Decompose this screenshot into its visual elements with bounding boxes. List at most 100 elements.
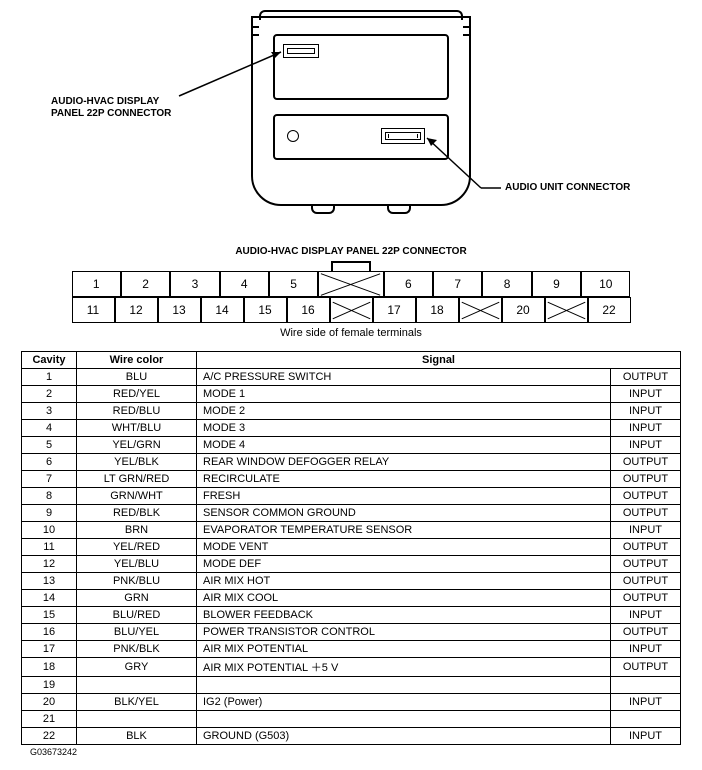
cell-cavity: 15 [22, 607, 77, 624]
cell-direction: INPUT [611, 386, 681, 403]
cell-cavity: 22 [22, 728, 77, 745]
cell-wire: BRN [77, 522, 197, 539]
pin-cell: 17 [373, 297, 416, 323]
table-row: 16BLU/YELPOWER TRANSISTOR CONTROLOUTPUT [22, 624, 681, 641]
cell-wire [77, 677, 197, 694]
cell-direction: OUTPUT [611, 471, 681, 488]
cell-signal: REAR WINDOW DEFOGGER RELAY [197, 454, 611, 471]
cell-direction: INPUT [611, 694, 681, 711]
cell-signal: AIR MIX HOT [197, 573, 611, 590]
pin-cell [545, 297, 588, 323]
cell-cavity: 4 [22, 420, 77, 437]
pin-cell: 7 [433, 271, 482, 297]
cell-cavity: 5 [22, 437, 77, 454]
pin-cell: 12 [115, 297, 158, 323]
cell-cavity: 16 [22, 624, 77, 641]
pin-cell: 1 [72, 271, 121, 297]
cell-signal: AIR MIX POTENTIAL [197, 641, 611, 658]
table-row: 9RED/BLKSENSOR COMMON GROUNDOUTPUT [22, 505, 681, 522]
pin-cell: 10 [581, 271, 630, 297]
table-row: 13PNK/BLUAIR MIX HOTOUTPUT [22, 573, 681, 590]
cell-cavity: 9 [22, 505, 77, 522]
cell-signal: POWER TRANSISTOR CONTROL [197, 624, 611, 641]
table-row: 7LT GRN/REDRECIRCULATEOUTPUT [22, 471, 681, 488]
cell-signal [197, 711, 611, 728]
cell-direction: INPUT [611, 522, 681, 539]
cell-cavity: 11 [22, 539, 77, 556]
table-row: 11YEL/REDMODE VENTOUTPUT [22, 539, 681, 556]
cell-signal: EVAPORATOR TEMPERATURE SENSOR [197, 522, 611, 539]
th-cavity: Cavity [22, 352, 77, 369]
cell-cavity: 7 [22, 471, 77, 488]
cell-cavity: 20 [22, 694, 77, 711]
cell-wire: BLU [77, 369, 197, 386]
cell-cavity: 2 [22, 386, 77, 403]
cell-direction: INPUT [611, 437, 681, 454]
cell-wire: RED/BLU [77, 403, 197, 420]
cell-signal: GROUND (G503) [197, 728, 611, 745]
cell-direction: OUTPUT [611, 556, 681, 573]
panel-schematic: AUDIO-HVAC DISPLAY PANEL 22P CONNECTOR A… [11, 10, 691, 240]
table-row: 18GRYAIR MIX POTENTIAL ＋5 VOUTPUT [22, 658, 681, 677]
cell-cavity: 13 [22, 573, 77, 590]
pin-cell: 4 [220, 271, 269, 297]
arrow-lines [11, 10, 691, 240]
label-audio-unit-connector: AUDIO UNIT CONNECTOR [505, 182, 630, 194]
cell-wire: RED/BLK [77, 505, 197, 522]
table-header-row: Cavity Wire color Signal [22, 352, 681, 369]
cell-wire: LT GRN/RED [77, 471, 197, 488]
table-row: 6YEL/BLKREAR WINDOW DEFOGGER RELAYOUTPUT [22, 454, 681, 471]
cell-signal: BLOWER FEEDBACK [197, 607, 611, 624]
table-row: 15BLU/REDBLOWER FEEDBACKINPUT [22, 607, 681, 624]
cell-direction: OUTPUT [611, 505, 681, 522]
cell-signal: MODE 1 [197, 386, 611, 403]
cell-cavity: 6 [22, 454, 77, 471]
cell-direction: INPUT [611, 403, 681, 420]
cell-wire: PNK/BLU [77, 573, 197, 590]
table-row: 22BLKGROUND (G503)INPUT [22, 728, 681, 745]
cell-wire: YEL/RED [77, 539, 197, 556]
table-row: 2RED/YELMODE 1INPUT [22, 386, 681, 403]
cell-signal: IG2 (Power) [197, 694, 611, 711]
cell-wire: YEL/BLU [77, 556, 197, 573]
cell-signal: MODE 2 [197, 403, 611, 420]
pin-cell: 15 [244, 297, 287, 323]
table-row: 21 [22, 711, 681, 728]
cell-cavity: 14 [22, 590, 77, 607]
cell-direction: INPUT [611, 728, 681, 745]
cell-direction [611, 677, 681, 694]
cell-cavity: 21 [22, 711, 77, 728]
table-row: 20BLK/YELIG2 (Power)INPUT [22, 694, 681, 711]
pin-cell: 11 [72, 297, 115, 323]
pin-cell: 9 [532, 271, 581, 297]
cell-wire: BLU/YEL [77, 624, 197, 641]
document-id: G03673242 [30, 747, 692, 757]
pin-cell [330, 297, 373, 323]
cell-wire: BLK/YEL [77, 694, 197, 711]
cell-direction: OUTPUT [611, 590, 681, 607]
cell-signal: AIR MIX POTENTIAL ＋5 V [197, 658, 611, 677]
pinout-diagram: 12345678910 11121314151617182022 [71, 261, 631, 323]
table-row: 10BRNEVAPORATOR TEMPERATURE SENSORINPUT [22, 522, 681, 539]
pin-cell: 20 [502, 297, 545, 323]
cell-direction: OUTPUT [611, 539, 681, 556]
pinout-caption: Wire side of female terminals [10, 327, 692, 339]
cell-signal: MODE VENT [197, 539, 611, 556]
cell-signal [197, 677, 611, 694]
cell-wire: WHT/BLU [77, 420, 197, 437]
pin-cell: 13 [158, 297, 201, 323]
cell-direction: INPUT [611, 641, 681, 658]
cell-wire: PNK/BLK [77, 641, 197, 658]
pin-cell [318, 271, 383, 297]
pinout-title: AUDIO-HVAC DISPLAY PANEL 22P CONNECTOR [10, 246, 692, 257]
pin-cell: 5 [269, 271, 318, 297]
table-row: 8GRN/WHTFRESHOUTPUT [22, 488, 681, 505]
signal-table: Cavity Wire color Signal 1BLUA/C PRESSUR… [21, 351, 681, 745]
cell-signal: MODE 3 [197, 420, 611, 437]
cell-signal: A/C PRESSURE SWITCH [197, 369, 611, 386]
cell-cavity: 19 [22, 677, 77, 694]
cell-direction: OUTPUT [611, 624, 681, 641]
cell-wire: GRN [77, 590, 197, 607]
cell-wire: BLU/RED [77, 607, 197, 624]
cell-signal: MODE 4 [197, 437, 611, 454]
